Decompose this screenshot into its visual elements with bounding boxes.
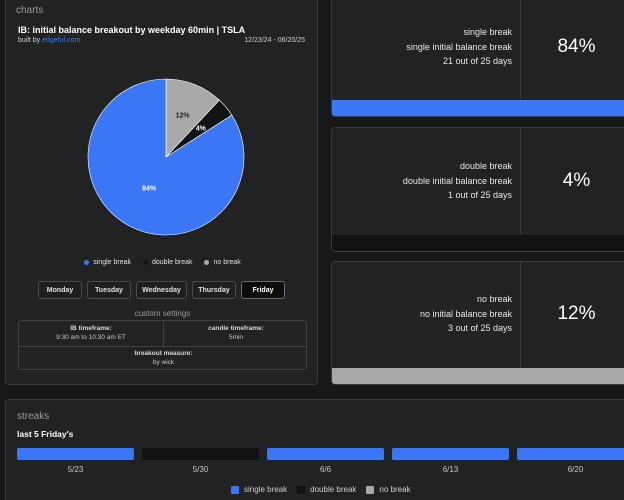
streak-legend-label-none: no break [379,485,411,494]
streak-bar [17,448,134,460]
streak-bar [267,448,384,460]
stat-percentage: 12% [557,303,596,324]
custom-settings-box: IB timeframe: 9:30 am to 10:30 am ET can… [18,320,307,370]
streak-date: 6/13 [442,465,459,474]
day-button-friday[interactable]: Friday [241,281,285,299]
streak-bar [142,448,259,460]
stat-title: single break [463,27,512,37]
candle-timeframe-value: 5min [228,334,244,341]
stat-bar [332,235,624,251]
breakout-measure-setting: breakout measure: by wick [19,350,308,366]
stat-count: 21 out of 25 days [442,56,512,66]
streak-date: 5/30 [192,465,209,474]
legend-label-none: no break [213,259,241,266]
stat-percentage: 4% [562,170,591,191]
candle-timeframe-label: candle timeframe: [208,325,264,332]
legend-dot-none [204,259,210,265]
ib-timeframe-label: IB timeframe: [70,325,112,332]
legend-dot-double [143,259,148,265]
streak-bar [392,448,509,460]
weekday-selector: Monday Tuesday Wednesday Thursday Friday [38,281,285,299]
day-button-monday[interactable]: Monday [38,281,82,299]
legend-dot-single [84,259,90,265]
ib-timeframe-value: 9:30 am to 10:30 am ET [56,334,126,341]
streaks-subtitle: last 5 Friday's [17,429,74,439]
streaks-section-label: streaks [17,411,50,422]
streak-legend-label-double: double break [310,485,357,494]
stat-subtitle: single initial balance break [406,41,512,52]
stat-bar [332,368,624,384]
stat-title: no break [476,294,512,304]
charts-panel: charts IB: initial balance breakout by w… [5,0,318,385]
stat-divider [520,0,521,102]
stat-title: double break [459,161,512,171]
stat-percentage: 84% [557,36,596,57]
streak-legend-single[interactable]: single break [231,485,287,494]
streaks-legend: single break double break no break [231,485,411,494]
breakout-measure-value: by wick [152,359,175,366]
streak-date: 5/23 [67,465,84,474]
breakout-measure-label: breakout measure: [134,350,193,357]
stat-description: double break double initial balance brea… [403,159,512,203]
stat-divider [520,128,521,235]
stat-description: no break no initial balance break 3 out … [420,292,512,336]
legend-label-double: double break [152,259,193,266]
custom-settings-title: custom settings [134,309,191,318]
stat-divider [520,262,521,369]
stat-bar [332,100,624,116]
pie-legend: single break double break no break [6,259,319,266]
edgeful-link[interactable]: edgeful.com [42,37,81,44]
streak-legend-swatch-single [231,485,239,494]
streaks-panel: streaks last 5 Friday's 5/23 5/30 6/6 6/… [5,399,624,500]
streak-date: 6/20 [567,465,584,474]
pie-slice-single-break[interactable] [87,78,245,236]
candle-timeframe-setting: candle timeframe: 5min [164,325,308,341]
streak-legend-double[interactable]: double break [297,485,356,494]
streak-legend-label-single: single break [244,485,288,494]
chart-title: IB: initial balance breakout by weekday … [18,25,246,35]
legend-label-single: single break [93,259,131,266]
day-button-thursday[interactable]: Thursday [192,281,236,299]
day-button-tuesday[interactable]: Tuesday [87,281,131,299]
streak-legend-swatch-none [366,485,375,494]
legend-item-double[interactable]: double break [143,259,192,266]
settings-divider-horizontal [19,346,306,347]
streak-date: 6/6 [319,465,332,474]
ib-timeframe-setting: IB timeframe: 9:30 am to 10:30 am ET [19,325,163,341]
chart-built-by: built by edgeful.com [18,37,80,44]
legend-item-single[interactable]: single break [84,259,131,266]
stat-count: 1 out of 25 days [447,190,512,200]
streak-legend-none[interactable]: no break [366,485,411,494]
stat-card-double-break: double break double initial balance brea… [331,127,624,252]
streak-bar [517,448,624,460]
settings-divider-vertical [163,321,164,346]
stat-subtitle: no initial balance break [419,308,512,319]
pie-label-single-break: 84% [142,185,157,192]
legend-item-none[interactable]: no break [204,259,241,266]
pie-label-double-break: 4% [196,126,207,133]
stat-card-single-break: single break single initial balance brea… [331,0,624,117]
pie-label-no-break: 12% [176,112,191,119]
day-button-wednesday[interactable]: Wednesday [136,281,187,299]
built-by-prefix: built by [18,37,43,44]
charts-section-label: charts [16,5,44,16]
chart-date-range: 12/23/24 - 06/20/25 [244,37,305,44]
stat-count: 3 out of 25 days [447,323,512,333]
pie-chart: 12% 4% 84% [87,78,245,236]
stat-subtitle: double initial balance break [402,175,512,186]
stat-description: single break single initial balance brea… [406,25,512,69]
streak-legend-swatch-double [297,485,306,494]
stat-card-no-break: no break no initial balance break 3 out … [331,261,624,385]
